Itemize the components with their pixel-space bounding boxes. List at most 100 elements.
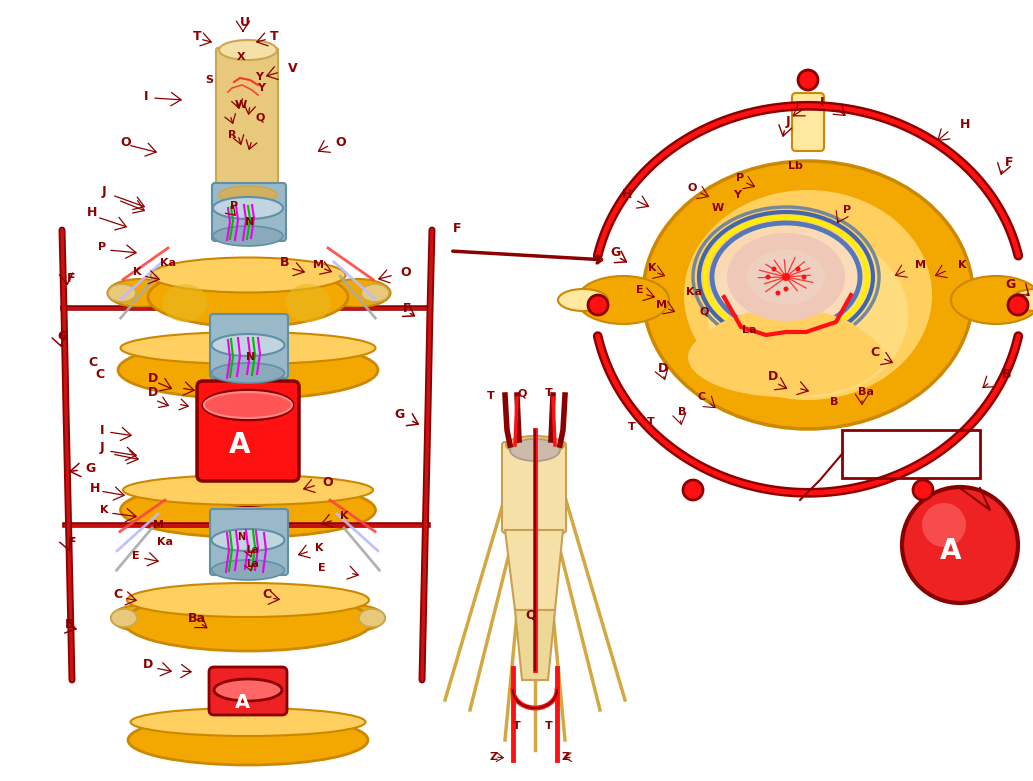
Text: R: R	[228, 130, 237, 140]
Ellipse shape	[214, 679, 282, 701]
Text: Ka: Ka	[686, 287, 702, 297]
Text: O: O	[322, 476, 333, 488]
Text: Y: Y	[255, 72, 263, 82]
Text: G: G	[611, 245, 620, 259]
Ellipse shape	[361, 284, 389, 302]
Text: T: T	[545, 721, 553, 731]
Text: H: H	[87, 206, 97, 219]
Circle shape	[1008, 295, 1028, 315]
Text: T: T	[513, 721, 521, 731]
Ellipse shape	[213, 197, 283, 219]
FancyBboxPatch shape	[502, 442, 566, 533]
Ellipse shape	[359, 609, 385, 627]
FancyBboxPatch shape	[792, 93, 824, 151]
Ellipse shape	[747, 249, 825, 305]
Text: C: C	[88, 356, 97, 369]
Ellipse shape	[118, 341, 378, 399]
Ellipse shape	[1011, 289, 1033, 311]
Text: O: O	[120, 135, 130, 148]
Text: T: T	[647, 417, 655, 427]
Text: H: H	[960, 117, 970, 130]
Text: La: La	[246, 559, 258, 569]
Text: C: C	[870, 345, 879, 358]
Text: I: I	[100, 423, 104, 437]
Ellipse shape	[213, 226, 283, 246]
Text: J: J	[786, 116, 790, 129]
Ellipse shape	[325, 279, 390, 307]
Text: I: I	[820, 97, 824, 109]
Text: E: E	[318, 563, 325, 573]
Ellipse shape	[219, 186, 277, 204]
Ellipse shape	[577, 276, 669, 324]
Text: Q: Q	[516, 388, 527, 398]
Text: Y: Y	[257, 83, 265, 93]
Ellipse shape	[123, 475, 373, 505]
Text: Z: Z	[489, 752, 497, 762]
Text: T: T	[270, 30, 279, 42]
Ellipse shape	[128, 715, 368, 765]
Ellipse shape	[694, 315, 878, 390]
FancyBboxPatch shape	[212, 183, 286, 241]
Circle shape	[902, 487, 1018, 603]
Ellipse shape	[643, 161, 973, 429]
FancyBboxPatch shape	[216, 48, 278, 197]
Ellipse shape	[323, 605, 385, 631]
Circle shape	[765, 274, 771, 280]
Text: J: J	[102, 186, 106, 198]
Ellipse shape	[107, 279, 173, 307]
Text: I: I	[144, 90, 149, 102]
Ellipse shape	[506, 436, 564, 454]
Text: Z: Z	[561, 752, 569, 762]
Ellipse shape	[684, 190, 932, 400]
Ellipse shape	[121, 483, 376, 537]
Text: P: P	[98, 242, 106, 252]
Text: K: K	[648, 263, 657, 273]
Text: K: K	[100, 505, 108, 515]
Circle shape	[799, 70, 818, 90]
Text: B: B	[65, 619, 74, 632]
Circle shape	[783, 287, 788, 291]
Text: M: M	[915, 260, 926, 270]
Bar	[842, 430, 980, 478]
Text: V: V	[288, 62, 298, 74]
FancyBboxPatch shape	[209, 667, 287, 715]
Text: B: B	[280, 256, 289, 269]
Text: A: A	[940, 537, 962, 565]
Ellipse shape	[510, 439, 560, 461]
Circle shape	[913, 480, 933, 500]
Text: Ka: Ka	[160, 258, 176, 268]
Text: F: F	[1005, 155, 1013, 169]
Text: B: B	[829, 397, 839, 407]
Text: N: N	[245, 217, 254, 227]
Text: D: D	[148, 387, 158, 400]
Ellipse shape	[688, 317, 884, 397]
Text: U: U	[240, 16, 250, 28]
Text: La: La	[246, 545, 258, 555]
Text: E: E	[132, 551, 139, 561]
Text: W: W	[234, 100, 247, 110]
Ellipse shape	[108, 284, 136, 302]
Ellipse shape	[214, 709, 282, 731]
Text: La: La	[742, 325, 756, 335]
Ellipse shape	[204, 477, 293, 507]
Text: Y: Y	[733, 190, 741, 200]
Text: D: D	[768, 370, 778, 383]
Ellipse shape	[212, 334, 284, 356]
Text: X: X	[237, 52, 246, 62]
Ellipse shape	[212, 529, 284, 551]
Text: Ba: Ba	[188, 612, 206, 625]
Ellipse shape	[148, 267, 348, 327]
Text: O: O	[688, 183, 697, 193]
Text: N: N	[246, 352, 255, 362]
Circle shape	[772, 266, 777, 272]
Text: Ba: Ba	[858, 387, 874, 397]
Text: K: K	[133, 267, 142, 277]
Text: C: C	[262, 589, 271, 601]
Text: J: J	[100, 441, 104, 455]
Text: F: F	[68, 537, 76, 550]
Text: P: P	[230, 201, 239, 211]
Text: G: G	[394, 408, 404, 422]
FancyBboxPatch shape	[197, 381, 299, 481]
Circle shape	[588, 295, 608, 315]
Text: N: N	[237, 532, 245, 542]
